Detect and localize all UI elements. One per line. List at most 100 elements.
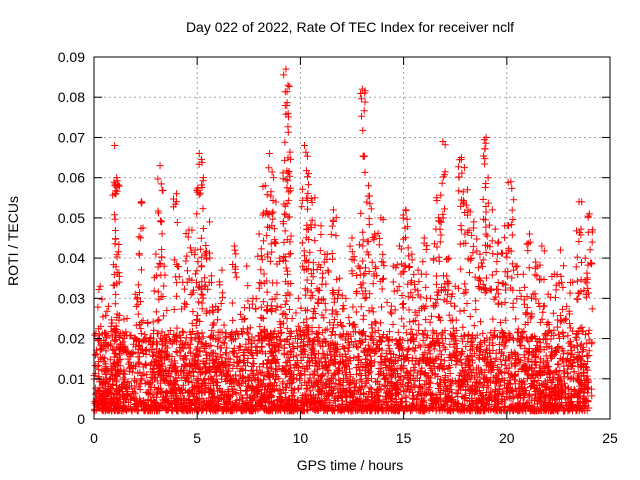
data-point — [111, 337, 119, 345]
data-point — [304, 334, 312, 342]
data-point — [137, 266, 145, 274]
data-point — [294, 339, 302, 347]
data-point — [265, 341, 273, 349]
data-point — [547, 404, 555, 412]
data-point — [263, 232, 271, 240]
data-point — [309, 340, 317, 348]
data-point — [461, 375, 469, 383]
data-point — [433, 243, 441, 251]
data-point — [455, 376, 463, 384]
data-point — [310, 349, 318, 357]
data-point — [353, 272, 361, 280]
data-point — [248, 351, 256, 359]
data-point — [339, 323, 347, 331]
data-point — [547, 335, 555, 343]
data-point — [377, 338, 385, 346]
data-point — [183, 399, 191, 407]
data-point — [195, 388, 203, 396]
data-point — [333, 346, 341, 354]
data-point — [299, 392, 307, 400]
data-point — [159, 367, 167, 375]
data-point — [482, 223, 490, 231]
data-point — [318, 362, 326, 370]
data-point — [268, 168, 276, 176]
data-point — [114, 248, 122, 256]
data-point — [487, 368, 495, 376]
data-point — [281, 253, 289, 261]
data-point — [351, 323, 359, 331]
data-point — [492, 396, 500, 404]
data-point — [259, 360, 267, 368]
data-point — [316, 342, 324, 350]
data-point — [293, 362, 300, 370]
data-point — [312, 377, 320, 385]
data-point — [287, 232, 295, 240]
data-point — [441, 168, 449, 176]
data-point — [493, 258, 501, 266]
data-point — [334, 389, 342, 397]
data-point — [474, 373, 482, 381]
data-point — [112, 235, 120, 243]
data-point — [477, 339, 485, 347]
data-point — [524, 357, 532, 365]
data-point — [198, 262, 206, 270]
data-point — [512, 315, 520, 323]
data-point — [340, 375, 348, 383]
data-point — [493, 250, 501, 258]
data-point — [458, 361, 466, 369]
data-point — [302, 385, 310, 393]
data-point — [546, 327, 554, 335]
data-point — [267, 400, 275, 408]
data-point — [246, 324, 254, 332]
data-point — [222, 372, 230, 380]
data-point — [406, 371, 414, 379]
data-point — [482, 139, 490, 147]
data-point — [441, 171, 449, 179]
data-point — [585, 347, 593, 355]
data-point — [436, 407, 444, 415]
data-point — [496, 386, 504, 394]
data-point — [244, 297, 252, 305]
data-point — [367, 398, 375, 406]
data-point — [455, 173, 463, 181]
data-point — [415, 341, 423, 349]
data-point — [443, 272, 451, 280]
data-point — [179, 381, 187, 389]
data-point — [198, 402, 206, 410]
data-point — [198, 278, 206, 286]
data-point — [371, 263, 379, 271]
data-point — [322, 280, 330, 288]
data-point — [447, 299, 455, 307]
data-point — [410, 392, 418, 400]
data-point — [153, 330, 161, 338]
data-point — [435, 338, 443, 346]
data-point — [213, 379, 221, 387]
data-point — [293, 359, 301, 367]
data-point — [218, 395, 226, 403]
data-point — [302, 148, 310, 156]
data-point — [291, 335, 299, 343]
data-point — [451, 302, 459, 310]
data-point — [545, 321, 553, 329]
data-point — [99, 354, 107, 362]
data-point — [215, 278, 223, 286]
data-point — [350, 386, 358, 394]
data-point — [135, 358, 143, 366]
data-point — [519, 365, 527, 373]
data-point — [290, 371, 298, 379]
data-point — [375, 392, 383, 400]
data-point — [483, 232, 491, 240]
data-point — [265, 224, 273, 232]
data-point — [498, 406, 506, 414]
data-point — [232, 389, 240, 397]
data-point — [377, 360, 385, 368]
data-point — [457, 226, 465, 234]
data-point — [178, 374, 186, 382]
data-point — [495, 299, 503, 307]
data-point — [524, 318, 532, 326]
data-point — [254, 370, 262, 378]
data-point — [263, 207, 271, 215]
data-point — [477, 348, 485, 356]
data-point — [498, 360, 506, 368]
data-point — [528, 365, 536, 373]
